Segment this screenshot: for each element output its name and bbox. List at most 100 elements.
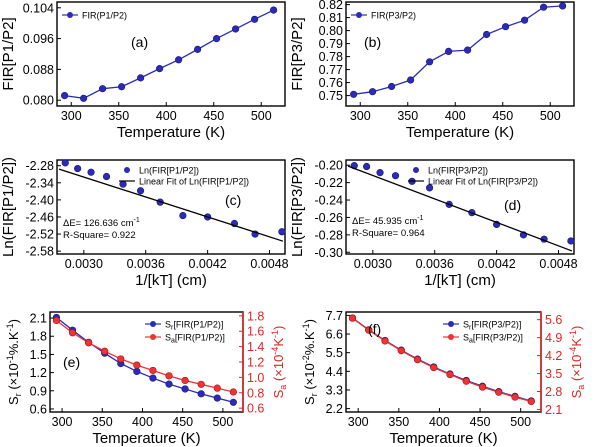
legend-entry: Ln(FIR[P1/P2]): [124, 166, 199, 176]
y-tick-label: 1.8: [30, 330, 47, 344]
x-tick-label: 0.0030: [354, 257, 392, 271]
data-point: [391, 172, 400, 180]
data-point: [426, 58, 434, 66]
x-axis-label: Temperature (K): [389, 430, 497, 447]
data-point: [376, 169, 384, 177]
x-axis-label: Temperature (K): [406, 124, 514, 141]
data-point: [194, 45, 202, 53]
y-tick-label: -2.34: [26, 176, 55, 190]
data-point: [464, 46, 472, 54]
x-tick-label: 300: [348, 415, 369, 429]
fit-line: [58, 168, 284, 242]
text-span: -1: [301, 323, 311, 331]
y-axis-label: Sr (×10-1%.K-1): [5, 319, 23, 405]
data-point: [84, 339, 93, 347]
text-span: S: [165, 320, 171, 330]
y-axis-label: Ln(FIR[P1/P2]): [0, 157, 17, 257]
data-point: [149, 374, 157, 382]
series-line: [56, 316, 234, 403]
legend-entry: FIR(P3/P2): [351, 11, 416, 21]
panel-label: (e): [63, 354, 80, 370]
text-span: r: [469, 325, 472, 332]
panel-b: 300 350 400 450 5000.750.760.770.780.790.800…: [289, 0, 575, 141]
y-right-tick-label: 1.8: [247, 309, 264, 323]
data-point: [98, 85, 107, 93]
legend-label: Sr[FIR(P3/P2)]: [463, 320, 521, 332]
legend-entry: Linear Fit of Ln(FIR[P1/P2]): [119, 177, 249, 187]
data-point: [213, 394, 221, 402]
text-span: a: [576, 385, 586, 390]
y-tick-label: -0.30: [315, 246, 344, 260]
plot-frame: [56, 159, 286, 255]
legend-label: Sr[FIR(P1/P2)]: [165, 320, 223, 332]
text-span: S: [569, 389, 584, 398]
text-span: ΔE= 45.935 cm: [352, 216, 417, 227]
text-span: -4: [270, 347, 280, 355]
data-point: [181, 385, 189, 393]
legend-entry: Ln(FIR[P3/P2]): [413, 166, 488, 176]
y-tick-label: 0.81: [319, 11, 343, 25]
legend-label: Ln(FIR[P1/P2]): [139, 166, 199, 176]
text-span: K: [569, 338, 584, 347]
text-span: r: [309, 393, 319, 396]
data-point: [350, 90, 358, 98]
y-right-tick-label: 0.6: [247, 402, 264, 416]
data-point: [446, 370, 454, 379]
text-span: ): [569, 326, 584, 330]
data-point: [397, 347, 405, 355]
data-point: [61, 159, 69, 167]
x-tick-label: 500: [251, 109, 272, 123]
legend-entry: FIR(P1/P2): [62, 11, 127, 21]
data-point: [430, 364, 438, 372]
x-tick-label: 450: [470, 415, 491, 429]
legend-entry: Sa[FIR(P3/P2)]: [443, 333, 523, 345]
text-span: -1: [270, 330, 280, 338]
text-span: (×10: [569, 355, 584, 385]
data-point: [388, 82, 396, 91]
y-tick-label: 5.5: [326, 346, 343, 360]
text-span: ): [302, 319, 317, 323]
y-tick-label: -2.40: [26, 193, 55, 207]
data-point: [445, 47, 453, 56]
text-span: -2: [301, 355, 311, 363]
data-point: [119, 180, 127, 188]
y-tick-label: 6.6: [326, 328, 343, 342]
text-span: ): [271, 326, 286, 330]
text-span: S: [271, 389, 286, 398]
data-point: [363, 162, 371, 171]
data-point: [133, 361, 141, 369]
text-span: a: [469, 338, 473, 345]
data-point: [365, 326, 373, 334]
panel-label: (c): [225, 192, 241, 208]
plot-frame: [56, 1, 286, 107]
y-tick-label: 0.77: [319, 63, 343, 77]
y-tick-label: -0.24: [315, 194, 344, 208]
panel-c: 0.0030 0.0036 0.0042 0.0048 -2.28 -2.34 -2.40 -…: [0, 157, 289, 289]
panel-label: (d): [504, 197, 521, 213]
legend-marker: [150, 321, 156, 327]
text-span: (×10: [271, 355, 286, 385]
y-axis-label: FIR[P3/P2]: [289, 17, 306, 90]
text-span: K: [271, 338, 286, 347]
legend-entry: Sa[FIR(P1/P2)]: [145, 333, 225, 345]
y-right-tick-label: 4.2: [545, 349, 562, 363]
x-tick-label: 450: [492, 109, 513, 123]
annotation-delta-e: ΔE= 126.636 cm-1: [63, 217, 140, 229]
legend-entry: Sr[FIR(P3/P2)]: [443, 320, 521, 332]
plot-frame: [345, 1, 575, 107]
y-tick-label: 0.79: [319, 37, 343, 51]
text-span: -1: [568, 330, 578, 338]
x-tick-label: 0.0048: [539, 257, 577, 271]
data-point: [413, 356, 422, 364]
y-tick-label: 0.80: [319, 24, 343, 38]
data-point: [520, 16, 529, 24]
y-tick-label: -2.46: [26, 210, 55, 224]
data-point: [197, 390, 205, 398]
data-point: [165, 380, 173, 388]
text-span: S: [463, 333, 469, 343]
data-point: [213, 384, 221, 392]
data-point: [527, 397, 535, 406]
data-point: [462, 377, 470, 385]
y-right-tick-label: 5.6: [545, 313, 562, 327]
